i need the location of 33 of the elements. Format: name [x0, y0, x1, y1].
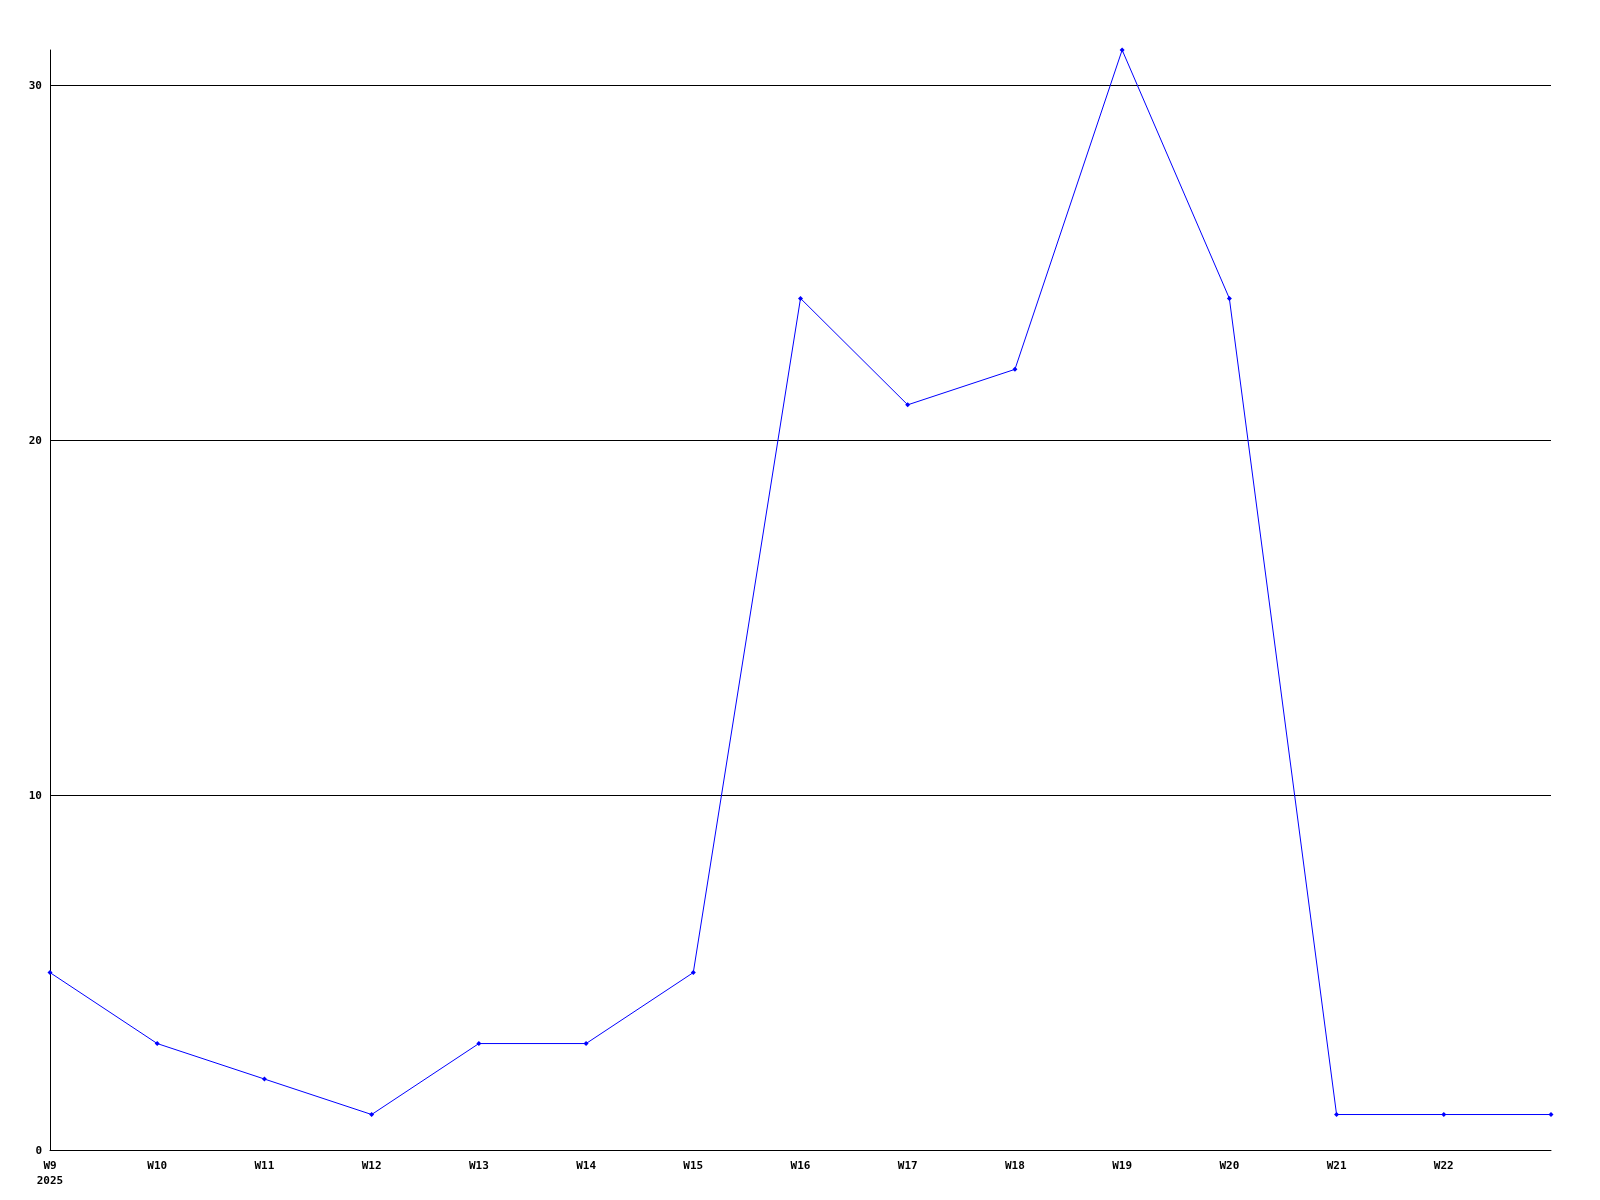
x-tick-label: W18	[1004, 1159, 1025, 1172]
point	[1119, 47, 1125, 53]
point	[1441, 1112, 1447, 1118]
x-tick-label: W9 2025	[36, 1159, 64, 1187]
point	[1226, 295, 1232, 301]
point	[1012, 366, 1018, 372]
point	[476, 1041, 482, 1047]
y-tick-label: 0	[35, 1143, 42, 1157]
y-tick-label: 20	[28, 433, 42, 447]
point	[261, 1076, 267, 1082]
x-tick-label: W20	[1219, 1159, 1240, 1172]
x-tick-label: W12	[361, 1159, 382, 1172]
point	[583, 1041, 589, 1047]
x-tick-label: W15	[683, 1159, 704, 1172]
x-tick-label: W13	[468, 1159, 489, 1172]
x-tick-label: W19	[1112, 1159, 1133, 1172]
point	[154, 1041, 160, 1047]
point	[690, 970, 696, 976]
point	[47, 970, 53, 976]
y-tick-label: 10	[28, 788, 42, 802]
y-tick-label: 30	[28, 78, 42, 92]
point	[369, 1112, 375, 1118]
x-tick-label: W11	[254, 1159, 275, 1172]
x-tick-label: W10	[147, 1159, 168, 1172]
point	[798, 295, 803, 301]
point	[1334, 1112, 1340, 1118]
x-tick-label: W17	[897, 1159, 918, 1172]
x-tick-label: W16	[790, 1159, 811, 1172]
x-tick-label: W14	[576, 1159, 597, 1172]
point	[1548, 1112, 1554, 1118]
x-tick-label: W21	[1326, 1159, 1347, 1172]
x-tick-label: W22	[1433, 1159, 1454, 1172]
point	[905, 402, 911, 408]
